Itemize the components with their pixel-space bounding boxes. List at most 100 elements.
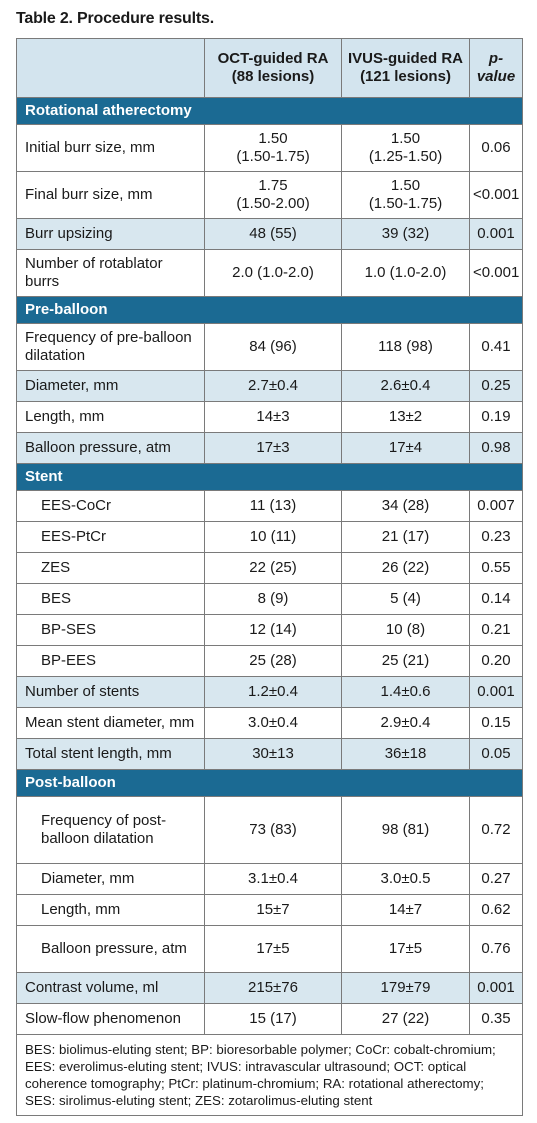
table-row: EES-CoCr 11 (13) 34 (28) 0.007 (16, 490, 523, 522)
oct-value: 1.50 (1.50-1.75) (204, 124, 342, 172)
ivus-value: 17±5 (341, 925, 470, 973)
row-label: Number of stents (16, 676, 205, 708)
ivus-value-line1: 1.50 (390, 130, 421, 147)
table-row: Balloon pressure, atm 17±5 17±5 0.76 (16, 925, 523, 973)
table-row: Initial burr size, mm 1.50 (1.50-1.75) 1.… (16, 124, 523, 172)
ivus-value: 1.50 (1.25-1.50) (341, 124, 470, 172)
oct-value: 3.0±0.4 (204, 707, 342, 739)
oct-value-line2: (1.50-1.75) (236, 148, 310, 165)
oct-value: 30±13 (204, 738, 342, 770)
ivus-value: 1.50 (1.50-1.75) (341, 171, 470, 219)
ivus-value: 2.6±0.4 (341, 370, 470, 402)
table-row: Total stent length, mm 30±13 36±18 0.05 (16, 738, 523, 770)
table-row: Diameter, mm 2.7±0.4 2.6±0.4 0.25 (16, 370, 523, 402)
table-row: Final burr size, mm 1.75 (1.50-2.00) 1.50… (16, 171, 523, 219)
ivus-value: 39 (32) (341, 218, 470, 250)
ivus-value: 3.0±0.5 (341, 863, 470, 895)
header-ivus: IVUS-guided RA (121 lesions) (341, 38, 470, 98)
row-label: BP-EES (16, 645, 205, 677)
p-value: 0.05 (469, 738, 523, 770)
header-oct: OCT-guided RA (88 lesions) (204, 38, 342, 98)
ivus-value-line2: (1.50-1.75) (368, 195, 443, 212)
p-value: 0.001 (469, 218, 523, 250)
row-label: Balloon pressure, atm (16, 432, 205, 464)
table-row: BES 8 (9) 5 (4) 0.14 (16, 583, 523, 615)
row-label: EES-PtCr (16, 521, 205, 553)
table-row: Mean stent diameter, mm 3.0±0.4 2.9±0.4 … (16, 707, 523, 739)
header-blank (16, 38, 205, 98)
p-value: 0.06 (469, 124, 523, 172)
row-label: Diameter, mm (16, 370, 205, 402)
p-value: 0.21 (469, 614, 523, 646)
p-value: 0.007 (469, 490, 523, 522)
section-label: Rotational atherectomy (16, 97, 523, 125)
header-pvalue: p-value (469, 38, 523, 98)
row-label: BES (16, 583, 205, 615)
oct-value: 2.0 (1.0-2.0) (204, 249, 342, 297)
procedure-results-table: OCT-guided RA (88 lesions) IVUS-guided RA… (16, 38, 523, 1116)
p-value: 0.15 (469, 707, 523, 739)
row-label: Mean stent diameter, mm (16, 707, 205, 739)
oct-value: 11 (13) (204, 490, 342, 522)
ivus-value: 10 (8) (341, 614, 470, 646)
row-label: Balloon pressure, atm (16, 925, 205, 973)
section-row: Rotational atherectomy (16, 97, 523, 125)
ivus-value: 5 (4) (341, 583, 470, 615)
ivus-value: 98 (81) (341, 796, 470, 864)
header-pvalue-p: p (488, 50, 499, 67)
table-row: Frequency of pre-balloon dilatation 84 (… (16, 323, 523, 371)
oct-value: 1.2±0.4 (204, 676, 342, 708)
table-row: EES-PtCr 10 (11) 21 (17) 0.23 (16, 521, 523, 553)
header-oct-line1: OCT-guided RA (217, 50, 329, 67)
p-value: 0.25 (469, 370, 523, 402)
header-oct-line2: (88 lesions) (231, 68, 315, 85)
p-value: 0.62 (469, 894, 523, 926)
header-row: OCT-guided RA (88 lesions) IVUS-guided RA… (16, 38, 523, 98)
row-label: ZES (16, 552, 205, 584)
ivus-value: 34 (28) (341, 490, 470, 522)
oct-value: 17±3 (204, 432, 342, 464)
ivus-value: 2.9±0.4 (341, 707, 470, 739)
ivus-value: 179±79 (341, 972, 470, 1004)
row-label: Final burr size, mm (16, 171, 205, 219)
ivus-value: 25 (21) (341, 645, 470, 677)
section-label: Stent (16, 463, 523, 491)
table-row: Length, mm 15±7 14±7 0.62 (16, 894, 523, 926)
header-ivus-line2: (121 lesions) (360, 68, 451, 85)
p-value: 0.72 (469, 796, 523, 864)
table-row: Contrast volume, ml 215±76 179±79 0.001 (16, 972, 523, 1004)
row-label: Length, mm (16, 401, 205, 433)
p-value: 0.23 (469, 521, 523, 553)
section-label: Post-balloon (16, 769, 523, 797)
oct-value: 2.7±0.4 (204, 370, 342, 402)
ivus-value: 27 (22) (341, 1003, 470, 1035)
oct-value-line1: 1.50 (258, 130, 288, 147)
p-value: 0.19 (469, 401, 523, 433)
p-value: 0.55 (469, 552, 523, 584)
oct-value: 25 (28) (204, 645, 342, 677)
ivus-value: 21 (17) (341, 521, 470, 553)
row-label: Contrast volume, ml (16, 972, 205, 1004)
oct-value: 215±76 (204, 972, 342, 1004)
section-row: Post-balloon (16, 769, 523, 797)
ivus-value: 14±7 (341, 894, 470, 926)
table-row: BP-EES 25 (28) 25 (21) 0.20 (16, 645, 523, 677)
ivus-value: 17±4 (341, 432, 470, 464)
row-label: Diameter, mm (16, 863, 205, 895)
ivus-value: 118 (98) (341, 323, 470, 371)
oct-value-line2: (1.50-2.00) (236, 195, 310, 212)
table-row: Number of rotablator burrs 2.0 (1.0-2.0)… (16, 249, 523, 297)
ivus-value: 36±18 (341, 738, 470, 770)
row-label: BP-SES (16, 614, 205, 646)
header-pvalue-rest: -value (476, 50, 516, 85)
row-label: Frequency of pre-balloon dilatation (16, 323, 205, 371)
section-label: Pre-balloon (16, 296, 523, 324)
ivus-value: 1.4±0.6 (341, 676, 470, 708)
table-row: ZES 22 (25) 26 (22) 0.55 (16, 552, 523, 584)
row-label: Length, mm (16, 894, 205, 926)
oct-value: 48 (55) (204, 218, 342, 250)
p-value: 0.27 (469, 863, 523, 895)
oct-value: 84 (96) (204, 323, 342, 371)
ivus-value: 1.0 (1.0-2.0) (341, 249, 470, 297)
oct-value: 22 (25) (204, 552, 342, 584)
